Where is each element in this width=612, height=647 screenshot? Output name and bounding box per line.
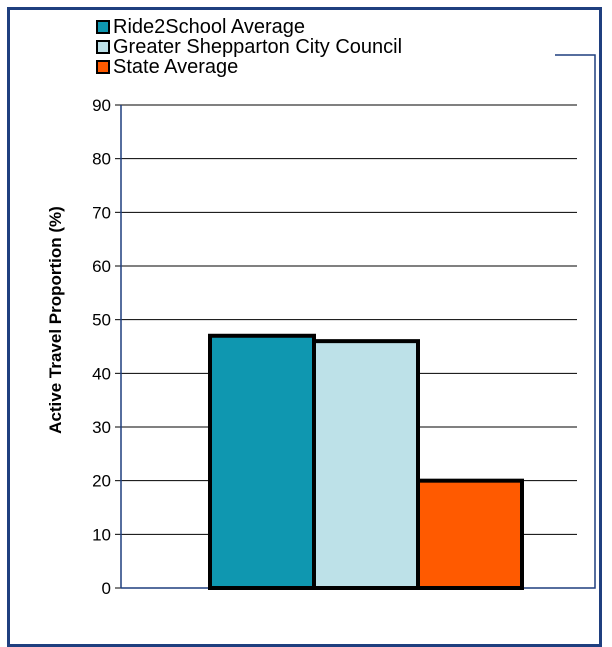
legend-swatch-state: [96, 60, 110, 74]
legend-item-ride2school: Ride2School Average: [96, 17, 402, 37]
y-tick-label-90: 90: [92, 96, 111, 115]
y-tick-label-0: 0: [102, 579, 111, 598]
legend-bracket: [555, 54, 596, 589]
y-tick-label-10: 10: [92, 525, 111, 544]
y-tick-label-40: 40: [92, 364, 111, 383]
y-tick-label-50: 50: [92, 311, 111, 330]
legend-item-shepparton: Greater Shepparton City Council: [96, 37, 402, 57]
y-tick-label-20: 20: [92, 472, 111, 491]
legend-swatch-ride2school: [96, 20, 110, 34]
y-axis-title: Active Travel Proportion (%): [46, 206, 65, 434]
legend-swatch-shepparton: [96, 40, 110, 54]
y-tick-label-30: 30: [92, 418, 111, 437]
y-tick-label-80: 80: [92, 150, 111, 169]
legend-label-state: State Average: [113, 56, 239, 78]
bar-2: [416, 478, 524, 590]
legend: Ride2School Average Greater Shepparton C…: [96, 17, 402, 77]
bar-chart: 0 10 20 30 40 50 60 70 80 90: [92, 54, 596, 598]
legend-item-state: State Average: [96, 57, 402, 77]
bar-1: [312, 339, 420, 590]
bar-0: [208, 333, 316, 590]
legend-label-ride2school: Ride2School Average: [113, 16, 305, 38]
legend-label-shepparton: Greater Shepparton City Council: [113, 36, 403, 58]
y-tick-label-60: 60: [92, 257, 111, 276]
y-tick-label-70: 70: [92, 203, 111, 222]
